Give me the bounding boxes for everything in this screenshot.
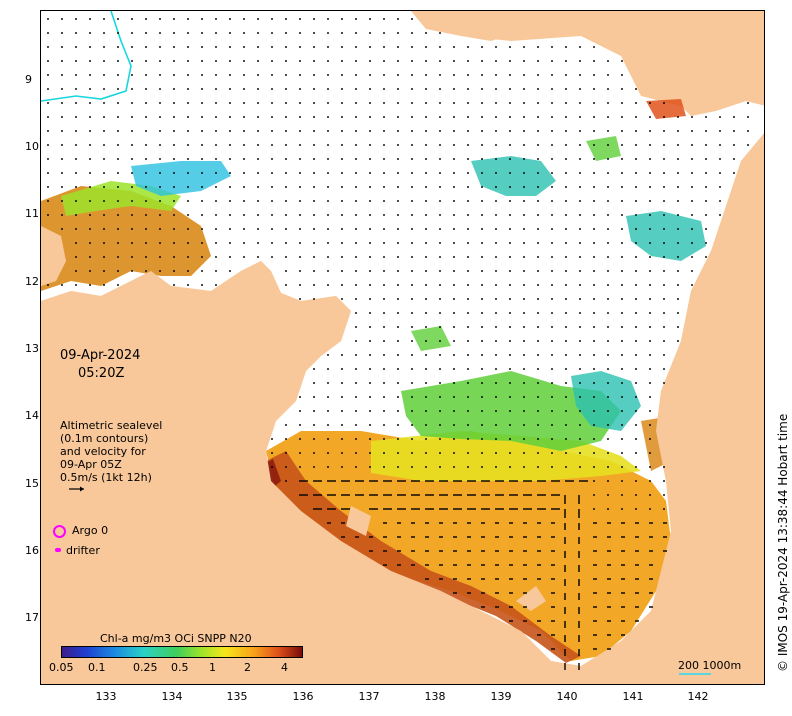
lon-tick: 133 xyxy=(95,690,117,703)
colorbar-tick: 0.1 xyxy=(88,661,106,674)
lat-tick: 16 xyxy=(25,544,39,557)
velocity-arrows xyxy=(47,18,749,670)
lon-tick: 137 xyxy=(358,690,380,703)
map-date: 09-Apr-2024 xyxy=(60,348,141,363)
lon-tick: 136 xyxy=(292,690,314,703)
lat-tick: 17 xyxy=(25,611,39,624)
lon-tick: 134 xyxy=(161,690,183,703)
lon-tick: 140 xyxy=(556,690,578,703)
lat-tick: 9 xyxy=(25,73,32,86)
land-north xyxy=(411,11,764,116)
lon-tick: 135 xyxy=(226,690,248,703)
info-line: 0.5m/s (1kt 12h) xyxy=(60,471,152,484)
colorbar xyxy=(61,646,303,658)
lon-tick: 138 xyxy=(424,690,446,703)
chlorophyll-layer xyxy=(41,99,706,663)
argo-marker-icon xyxy=(53,525,66,538)
bathymetry-scale-bar xyxy=(679,673,711,675)
colorbar-tick: 4 xyxy=(281,661,288,674)
info-line: and velocity for xyxy=(60,445,146,458)
reference-arrow-icon xyxy=(69,486,84,492)
colorbar-tick: 1 xyxy=(209,661,216,674)
lat-tick: 10 xyxy=(25,140,39,153)
info-line: 09-Apr 05Z xyxy=(60,458,122,471)
lat-tick: 13 xyxy=(25,342,39,355)
lat-tick: 12 xyxy=(25,275,39,288)
drifter-label: drifter xyxy=(66,544,100,557)
lat-tick: 11 xyxy=(25,207,39,220)
map-canvas[interactable] xyxy=(41,11,765,685)
map-frame[interactable] xyxy=(40,10,765,685)
lon-tick: 142 xyxy=(687,690,709,703)
lon-tick: 139 xyxy=(490,690,512,703)
bathymetry-contour xyxy=(41,11,132,102)
colorbar-tick: 0.5 xyxy=(171,661,189,674)
drifter-marker-icon xyxy=(55,548,61,552)
info-line: (0.1m contours) xyxy=(60,432,149,445)
bathymetry-scale-label: 200 1000m xyxy=(678,659,742,672)
lat-tick: 14 xyxy=(25,409,39,422)
copyright-text: © IMOS 19-Apr-2024 13:38:44 Hobart time xyxy=(776,413,790,672)
colorbar-tick: 2 xyxy=(244,661,251,674)
lat-tick: 15 xyxy=(25,477,39,490)
map-time: 05:20Z xyxy=(78,366,125,381)
colorbar-tick: 0.05 xyxy=(49,661,74,674)
colorbar-title: Chl-a mg/m3 OCi SNPP N20 xyxy=(100,632,252,645)
land-south-west xyxy=(41,133,764,684)
info-line: Altimetric sealevel xyxy=(60,419,163,432)
colorbar-tick: 0.25 xyxy=(133,661,158,674)
argo-label: Argo 0 xyxy=(72,524,109,537)
lon-tick: 141 xyxy=(622,690,644,703)
